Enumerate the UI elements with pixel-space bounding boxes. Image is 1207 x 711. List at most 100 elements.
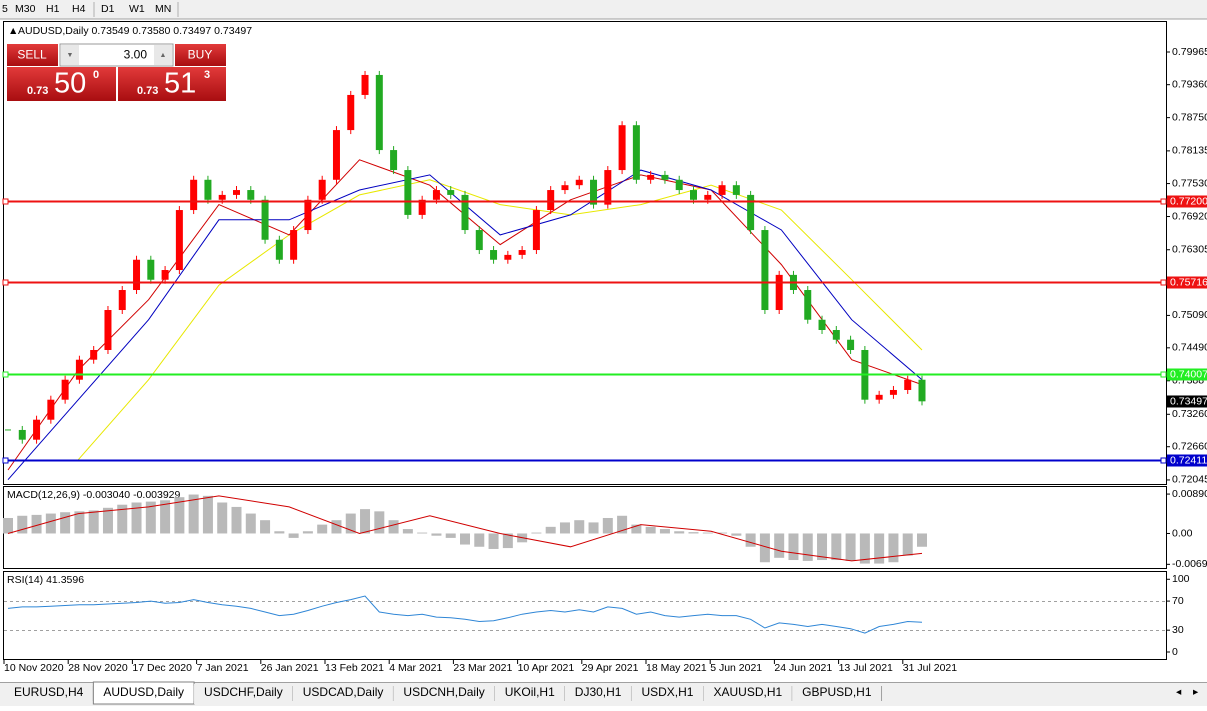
macd-bar — [3, 517, 13, 534]
lots-input[interactable] — [59, 43, 174, 67]
rsi-title: RSI(14) 41.3596 — [7, 574, 84, 586]
y-tick-label: 0.008903 — [1172, 488, 1207, 500]
macd-bar — [374, 511, 385, 534]
timeframe-button[interactable]: 5 — [2, 3, 8, 15]
bid-big: 50 — [54, 68, 86, 100]
level-label-bg — [1167, 368, 1207, 381]
candle — [233, 190, 240, 195]
y-tick-label: 0.00 — [1172, 527, 1193, 539]
level-handle — [2, 279, 9, 286]
macd-bar — [302, 531, 313, 534]
macd-bar — [631, 524, 642, 534]
symbol-header: AUDUSD,Daily 0.73549 0.73580 0.73497 0.7… — [18, 25, 252, 37]
tab[interactable] — [792, 684, 882, 704]
timeframe-button[interactable]: H4 — [72, 3, 86, 15]
macd-bar — [417, 532, 428, 534]
tab-label[interactable]: USDX,H1 — [641, 685, 693, 699]
x-tick-label: 24 Jun 2021 — [774, 662, 832, 674]
lots-value[interactable]: 3.00 — [124, 48, 148, 62]
candle — [61, 379, 69, 400]
x-tick-label: 10 Apr 2021 — [518, 662, 575, 674]
collapse-arrow[interactable]: ▲ — [8, 25, 18, 37]
tab[interactable] — [564, 684, 632, 704]
tab-scroll-left[interactable]: ◂ — [1176, 686, 1182, 698]
tab[interactable] — [194, 684, 293, 704]
buy-button[interactable] — [175, 44, 226, 66]
candle — [133, 259, 141, 291]
tab-label[interactable]: XAUUSD,H1 — [713, 685, 782, 699]
candle — [590, 179, 598, 205]
y-tick-label: 100 — [1172, 573, 1190, 585]
macd-bar — [217, 502, 228, 534]
candle — [218, 194, 226, 200]
buy-label[interactable]: BUY — [188, 48, 213, 62]
macd-bar — [31, 514, 42, 534]
level-label: 0.74007 — [1170, 368, 1207, 380]
macd-bar — [602, 517, 613, 534]
level-handle — [1160, 198, 1167, 205]
candle — [47, 399, 55, 420]
candle — [161, 270, 169, 280]
ask-box[interactable] — [118, 67, 226, 101]
macd-bar — [60, 512, 71, 534]
bid-small: 0 — [93, 69, 99, 81]
tab-label[interactable]: DJ30,H1 — [575, 685, 622, 699]
tab[interactable] — [494, 684, 565, 704]
sell-button[interactable] — [7, 44, 58, 66]
tab[interactable] — [4, 684, 94, 704]
macd-bar — [274, 531, 285, 534]
tab[interactable] — [631, 684, 704, 704]
tab-scroll-right[interactable]: ▸ — [1193, 686, 1199, 698]
x-tick-label: 26 Jan 2021 — [261, 662, 319, 674]
lots-decrease[interactable] — [61, 45, 79, 65]
rsi-frame — [3, 571, 1167, 660]
y-tick-label: 0.77530 — [1172, 177, 1207, 189]
tab-label[interactable]: USDCAD,Daily — [303, 685, 384, 699]
moving-average — [77, 179, 923, 461]
candle — [490, 250, 498, 260]
level-label-bg — [1167, 195, 1207, 208]
timeframe-button[interactable]: MN — [155, 3, 171, 15]
tab[interactable] — [393, 684, 495, 704]
macd-bar — [788, 533, 799, 561]
lots-increase-icon[interactable]: ▲ — [160, 52, 167, 59]
tab-label[interactable]: AUDUSD,Daily — [103, 685, 184, 699]
macd-bar — [917, 533, 927, 547]
timeframe-button[interactable]: M30 — [15, 3, 36, 15]
candle — [33, 419, 41, 440]
candle — [704, 194, 712, 200]
tab-label[interactable]: UKOil,H1 — [505, 685, 555, 699]
tab-label[interactable]: GBPUSD,H1 — [802, 685, 872, 699]
sell-label[interactable]: SELL — [17, 48, 47, 62]
candle — [118, 290, 126, 311]
timeframe-button[interactable]: W1 — [129, 3, 145, 15]
x-tick-label: 18 May 2021 — [646, 662, 707, 674]
candle — [518, 250, 526, 255]
candle — [247, 190, 255, 200]
candle — [718, 185, 726, 195]
macd-bar — [502, 533, 513, 549]
macd-bar — [659, 529, 670, 534]
tab-label[interactable]: USDCHF,Daily — [204, 685, 283, 699]
level-label-bg — [1167, 454, 1207, 467]
tab[interactable] — [703, 684, 793, 704]
macd-bar — [617, 515, 628, 534]
macd-bar — [188, 494, 199, 534]
macd-bar — [845, 533, 856, 561]
timeframe-button[interactable]: D1 — [101, 3, 115, 15]
bid-box[interactable] — [7, 67, 116, 101]
x-tick-label: 29 Apr 2021 — [582, 662, 639, 674]
y-tick-label: 0.73260 — [1172, 408, 1207, 420]
y-tick-label: 0.74490 — [1172, 342, 1207, 354]
candle — [290, 230, 298, 260]
lots-decrease-icon[interactable]: ▼ — [67, 52, 74, 59]
level-handle — [2, 198, 9, 205]
macd-bar — [88, 510, 99, 534]
tab-label[interactable]: USDCNH,Daily — [403, 685, 484, 699]
tab-label[interactable]: EURUSD,H4 — [14, 685, 84, 699]
timeframe-button[interactable]: H1 — [46, 3, 60, 15]
tab[interactable] — [292, 684, 394, 704]
macd-bar — [702, 532, 713, 534]
lots-increase[interactable] — [154, 45, 172, 65]
